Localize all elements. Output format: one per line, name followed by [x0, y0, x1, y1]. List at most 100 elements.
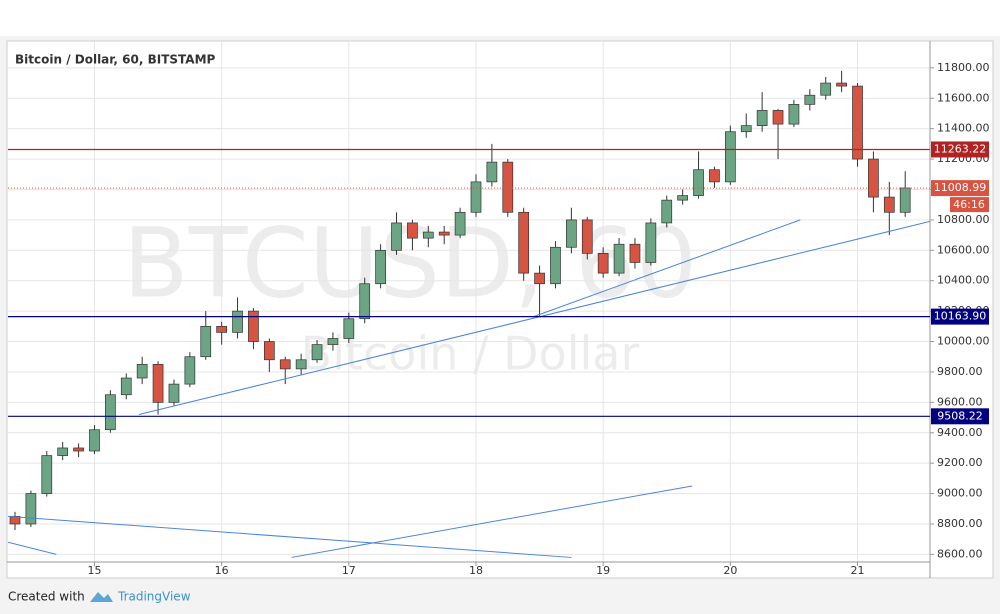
candle-body	[788, 103, 800, 125]
candle-body	[152, 363, 164, 403]
candle-body	[852, 85, 863, 160]
candle-body	[740, 125, 752, 133]
level-label-box	[931, 308, 989, 325]
candle-body	[534, 272, 545, 285]
candle-body	[438, 231, 450, 236]
candle-body	[820, 82, 832, 96]
candle-body	[216, 325, 227, 333]
level-label-box	[931, 408, 989, 425]
candle-body	[868, 158, 879, 198]
candle-body	[232, 310, 243, 333]
candle-body	[836, 82, 847, 87]
y-tick-label: 11400.00	[937, 122, 990, 135]
last-price-label-box	[931, 180, 989, 197]
trend-line	[533, 219, 801, 318]
candle-body	[899, 187, 911, 213]
top-bar	[0, 0, 1000, 36]
candle-body	[756, 110, 768, 126]
trend-line	[138, 220, 930, 416]
candle-body	[645, 222, 657, 263]
footer-text: Created with	[8, 590, 85, 604]
candle-body	[295, 359, 307, 370]
countdown-box	[950, 197, 989, 213]
candle-body	[804, 94, 816, 105]
candle-body	[248, 310, 259, 342]
candle-body	[359, 283, 371, 320]
y-tick-label: 10000.00	[937, 335, 990, 348]
candle-body	[550, 246, 561, 285]
candle-body	[693, 169, 704, 196]
x-tick-label: 15	[87, 564, 101, 577]
candle-body	[136, 363, 148, 379]
candle-body	[41, 455, 53, 494]
x-tick-label: 19	[596, 564, 610, 577]
countdown: 46:16	[953, 198, 985, 211]
candle-body	[391, 222, 402, 251]
candle-body	[470, 181, 482, 213]
chart-frame	[6, 40, 994, 579]
y-tick-label: 9200.00	[937, 456, 983, 469]
candle-body	[422, 231, 434, 239]
candle-body	[883, 196, 895, 213]
candle-body	[407, 222, 418, 239]
x-tick-label: 20	[723, 564, 737, 577]
y-tick-label: 9000.00	[937, 487, 983, 500]
candle-body	[709, 169, 720, 183]
candle-body	[343, 318, 355, 339]
y-tick-label: 9800.00	[937, 365, 983, 378]
trend-line	[8, 515, 572, 558]
candle-body	[184, 356, 196, 385]
level-label: 10163.90	[934, 310, 987, 323]
candle-body	[375, 249, 386, 285]
x-tick-label: 16	[215, 564, 229, 577]
candle-body	[327, 338, 339, 345]
candle-body	[454, 211, 466, 236]
level-label-box	[931, 141, 989, 158]
y-tick-label: 10800.00	[937, 213, 990, 226]
candle-body	[25, 493, 37, 525]
candle-body	[629, 243, 641, 263]
plot-area	[8, 42, 930, 562]
candle-body	[566, 219, 577, 248]
candle-body	[263, 341, 275, 361]
candle-body	[597, 252, 609, 274]
last-price-label: 11008.99	[934, 181, 987, 194]
candle-body	[502, 161, 514, 213]
candle-body	[89, 429, 100, 452]
candle-body	[677, 195, 688, 201]
level-label: 9508.22	[937, 409, 983, 422]
candle-body	[581, 219, 593, 254]
candle-body	[724, 131, 736, 183]
candle-body	[73, 447, 84, 452]
trend-line	[8, 541, 57, 555]
candle-body	[105, 394, 116, 431]
y-tick-label: 8800.00	[937, 517, 983, 530]
trend-line	[291, 485, 693, 558]
candle-body	[486, 161, 498, 183]
candle-body	[9, 516, 21, 525]
tradingview-logo	[90, 592, 113, 602]
y-tick-label: 10400.00	[937, 274, 990, 287]
y-tick-label: 9400.00	[937, 426, 983, 439]
x-tick-label: 21	[851, 564, 865, 577]
candle-body	[279, 359, 291, 370]
y-tick-label: 11800.00	[937, 61, 990, 74]
y-tick-label: 9600.00	[937, 395, 983, 408]
y-tick-label: 8600.00	[937, 547, 983, 560]
y-tick-label: 10600.00	[937, 243, 990, 256]
candle-body	[772, 110, 784, 125]
candle-body	[168, 383, 180, 403]
x-tick-label: 18	[469, 564, 483, 577]
footer-brand[interactable]: TradingView	[117, 590, 191, 604]
chart-title: Bitcoin / Dollar, 60, BITSTAMP	[15, 53, 216, 67]
candle-body	[613, 243, 625, 274]
candle-body	[518, 211, 530, 274]
candle-body	[57, 447, 69, 456]
y-tick-label: 11600.00	[937, 91, 990, 104]
x-tick-label: 17	[342, 564, 356, 577]
level-label: 11263.22	[934, 142, 987, 155]
candle-body	[661, 199, 673, 224]
candle-body	[120, 377, 132, 396]
candle-body	[200, 325, 212, 358]
